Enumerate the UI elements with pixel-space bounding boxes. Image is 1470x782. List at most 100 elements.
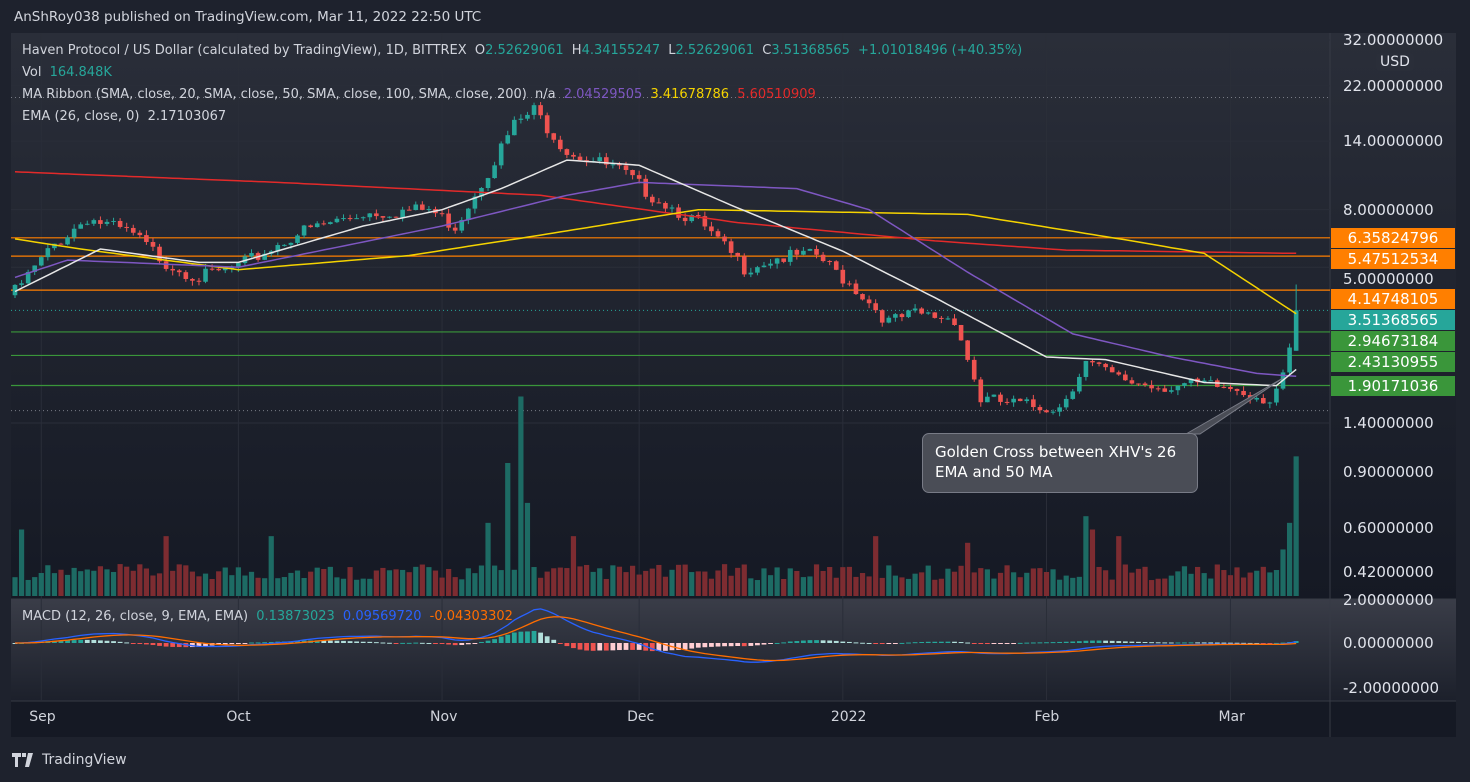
volume-bar xyxy=(702,571,708,596)
macd-histogram-bar xyxy=(426,642,432,644)
macd-histogram-bar xyxy=(1149,642,1155,644)
macd-histogram-bar xyxy=(511,632,517,643)
volume-bar xyxy=(912,573,918,596)
volume-bar xyxy=(360,578,366,596)
candle-body xyxy=(1109,367,1115,373)
candle-body xyxy=(1261,398,1266,404)
candle-body xyxy=(347,218,353,220)
candle-body xyxy=(919,308,924,314)
candle-body xyxy=(1096,362,1102,364)
candle-body xyxy=(104,221,110,224)
macd-histogram-bar xyxy=(1136,641,1141,643)
candle-body xyxy=(65,237,70,245)
volume-bar xyxy=(524,502,531,596)
macd-histogram-bar xyxy=(321,640,327,643)
candle-body xyxy=(1017,398,1023,402)
candle-body xyxy=(420,204,425,210)
candle-body xyxy=(1142,383,1148,386)
candle-body xyxy=(512,119,517,136)
macd-histogram-bar xyxy=(1083,640,1089,643)
volume-bar xyxy=(380,567,386,596)
candle-body xyxy=(176,270,182,273)
currency-label[interactable]: USD xyxy=(1376,53,1414,71)
volume-bar xyxy=(551,568,557,596)
volume-bar xyxy=(728,575,734,596)
candle-body xyxy=(1050,411,1056,413)
candle-body xyxy=(1208,380,1214,382)
volume-bar xyxy=(1116,536,1122,596)
candle-body xyxy=(98,220,103,224)
macd-signal-value: -0.04303302 xyxy=(429,609,513,624)
macd-histogram-bar xyxy=(268,641,274,643)
ma100-value: 3.41678786 xyxy=(650,87,730,102)
volume-bar xyxy=(787,568,793,596)
volume-bar xyxy=(997,572,1004,596)
volume-bar xyxy=(859,573,866,596)
volume-bar xyxy=(1083,516,1089,596)
volume-bar xyxy=(669,569,675,596)
volume-bar xyxy=(958,565,964,596)
candle-body xyxy=(636,175,642,179)
macd-histogram-bar xyxy=(341,640,346,643)
macd-histogram-bar xyxy=(998,643,1003,644)
macd-histogram-bar xyxy=(1274,642,1279,644)
volume-bar xyxy=(1096,566,1102,596)
candle-body xyxy=(715,231,721,237)
macd-histogram-bar xyxy=(630,643,635,650)
volume-bar xyxy=(209,578,215,596)
close-value: 3.51368565 xyxy=(771,43,850,58)
volume-bar xyxy=(104,569,110,596)
volume-bar xyxy=(308,571,314,596)
macd-histogram-bar xyxy=(452,643,458,646)
volume-bar xyxy=(235,567,241,596)
macd-histogram-bar xyxy=(91,639,97,643)
macd-histogram-bar xyxy=(564,643,570,647)
macd-histogram-bar xyxy=(485,640,491,643)
macd-histogram-bar xyxy=(925,641,931,643)
macd-histogram-bar xyxy=(406,642,412,644)
candle-body xyxy=(413,204,419,211)
macd-histogram-bar xyxy=(945,641,951,643)
volume-bar xyxy=(248,571,255,596)
volume-bar xyxy=(426,567,432,596)
price-tick-label: 1.40000000 xyxy=(1343,414,1434,433)
candle-body xyxy=(630,170,635,176)
macd-histogram-bar xyxy=(873,643,879,644)
macd-histogram-bar xyxy=(1280,642,1286,644)
macd-histogram-bar xyxy=(932,641,938,643)
time-axis-label: Nov xyxy=(430,709,458,725)
macd-histogram-bar xyxy=(1103,640,1109,643)
candle-body xyxy=(170,268,175,271)
volume-bar xyxy=(1214,564,1220,596)
macd-histogram-bar xyxy=(1122,641,1128,643)
macd-histogram-bar xyxy=(1195,642,1200,644)
volume-bar xyxy=(1227,575,1234,596)
macd-histogram-bar xyxy=(262,642,268,644)
candle-body xyxy=(1116,372,1122,375)
volume-bar xyxy=(531,567,537,596)
macd-histogram-bar xyxy=(314,640,320,643)
volume-bar xyxy=(25,579,31,596)
macd-histogram-bar xyxy=(886,643,892,644)
volume-bar xyxy=(741,564,747,596)
macd-histogram-bar xyxy=(636,643,642,650)
candle-body xyxy=(78,224,83,229)
volume-bar xyxy=(748,578,754,596)
macd-histogram-bar xyxy=(360,641,366,643)
macd-histogram-bar xyxy=(879,643,885,644)
candle-body xyxy=(52,243,57,249)
candle-body xyxy=(1083,360,1089,377)
volume-bar xyxy=(478,565,485,596)
volume-bar xyxy=(649,568,655,596)
volume-bar xyxy=(354,579,360,596)
volume-bar xyxy=(373,570,379,596)
volume-bar xyxy=(1129,572,1135,596)
golden-cross-annotation[interactable]: Golden Cross between XHV's 26 EMA and 50… xyxy=(922,433,1198,493)
tradingview-logo[interactable]: TradingView xyxy=(12,752,127,768)
candle-body xyxy=(1149,385,1154,389)
candle-body xyxy=(426,209,432,211)
macd-histogram-bar xyxy=(400,642,406,644)
candle-body xyxy=(722,236,727,242)
macd-histogram-bar xyxy=(846,641,852,643)
